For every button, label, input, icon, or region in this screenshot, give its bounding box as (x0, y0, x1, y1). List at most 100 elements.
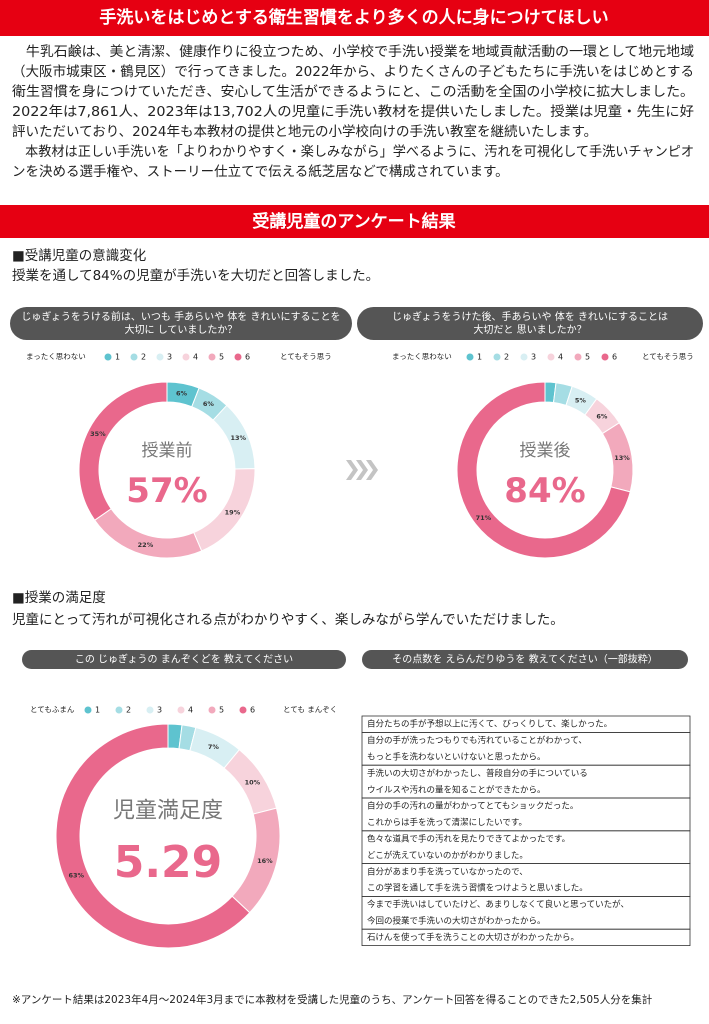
donut-segment (231, 807, 281, 914)
comment-text: この学習を通して手を洗う習慣をつけようと思いました。 (367, 883, 588, 894)
question-text: その点数を えらんだりゆうを 教えてください（一部抜粋） (392, 653, 658, 666)
legend-swatch (115, 706, 123, 714)
segment-label: 13% (230, 434, 246, 442)
comment-text: 今回の授業で手洗いの大切さがわかったから。 (367, 916, 546, 927)
question-text: 大切に していましたか？ (125, 323, 238, 336)
legend-label: 3 (157, 706, 162, 715)
legend-label: 5 (219, 353, 224, 362)
legend-low: まったく思わない (26, 352, 86, 361)
comment-text: どこが洗えていないのかがわかりました。 (367, 850, 528, 861)
comment-text: 手洗いの大切さがわかったし、普段自分の手についている (367, 768, 588, 779)
legend-swatch (156, 353, 164, 361)
center-value: 5.29 (114, 837, 223, 888)
legend-swatch (493, 353, 501, 361)
section-title: 受講児童のアンケート結果 (252, 211, 455, 232)
comment-text: 石けんを使って手を洗うことの大切さがわかったから。 (367, 932, 579, 943)
comment-text: 自分たちの手が予想以上に汚くて、びっくりして、楽しかった。 (367, 719, 612, 730)
legend-label: 4 (193, 353, 198, 362)
segment-label: 13% (614, 454, 630, 462)
center-value: 84% (504, 471, 585, 511)
legend-swatch (208, 353, 216, 361)
segment-label: 63% (68, 872, 84, 880)
legend-swatch (574, 353, 582, 361)
segment-label: 19% (225, 508, 241, 516)
legend-swatch (130, 353, 138, 361)
footnote: ※アンケート結果は2023年4月～2024年3月までに本教材を受講した児童のうち… (12, 993, 653, 1006)
awareness-heading: ■受講児童の意識変化 (12, 247, 146, 264)
legend-label: 3 (167, 353, 172, 362)
question-text: じゅぎょうをうけた後、手あらいや 体を きれいにすることは (392, 310, 668, 323)
comment-text: もっと手を洗わないといけないと思ったから。 (367, 752, 546, 763)
question-pill (10, 307, 352, 340)
question-pill (22, 650, 346, 669)
legend-label: 6 (245, 353, 250, 362)
legend-label: 6 (612, 353, 617, 362)
legend-swatch (177, 706, 185, 714)
segment-label: 22% (138, 541, 154, 549)
legend-high: とても まんぞく (283, 705, 337, 714)
legend-swatch (104, 353, 112, 361)
comment-text: 自分の手が洗ったつもりでも汚れていることがわかって、 (367, 735, 587, 746)
intro-line: （大阪市城東区・鶴見区）で行ってきました。2022年から、よりたくさんの子どもた… (12, 63, 694, 80)
legend-swatch (182, 353, 190, 361)
legend-label: 2 (504, 353, 509, 362)
legend-swatch (208, 706, 216, 714)
comment-text: 今まで手洗いはしていたけど、あまりしなくて良いと思っていたが、 (367, 899, 629, 910)
donut-segment (78, 381, 168, 521)
segment-label: 6% (203, 400, 215, 408)
legend-label: 2 (141, 353, 146, 362)
segment-label: 10% (245, 778, 261, 786)
legend-swatch (146, 706, 154, 714)
intro-line: 2022年は7,861人、2023年は13,702人の児童に手洗い教材を提供いた… (12, 103, 694, 120)
comment-text: これからは手を洗って清潔にしたいです。 (367, 817, 527, 828)
donut-segment (94, 508, 203, 559)
legend-label: 6 (250, 706, 255, 715)
segment-label: 6% (596, 413, 608, 421)
center-label: 授業後 (520, 441, 571, 461)
segment-label: 71% (476, 514, 492, 522)
comment-text: 自分があまり手を洗っていなかったので、 (367, 866, 528, 877)
legend-label: 2 (126, 706, 131, 715)
legend-low: とてもふまん (30, 705, 75, 714)
arrows (346, 460, 378, 480)
center-label: 児童満足度 (113, 798, 223, 823)
awareness-summary: 授業を通して84%の児童が手洗いを大切だと回答しました。 (12, 267, 379, 284)
intro-line: 本教材は正しい手洗いを「よりわかりやすく・楽しみながら」学べるように、汚れを可視… (12, 144, 694, 160)
satisfaction-summary: 児童にとって汚れが可視化される点がわかりやすく、楽しみながら学んでいただけました… (12, 611, 564, 628)
legend-label: 4 (188, 706, 193, 715)
legend-swatch (601, 353, 609, 361)
comment-cell (361, 928, 691, 947)
segment-label: 35% (90, 430, 106, 438)
comment-text: 色々な道具で手の汚れを見たりできてよかったです。 (367, 834, 570, 845)
segment-label: 5% (575, 397, 587, 405)
question-text: じゅぎょうをうける前は、いつも 手あらいや 体を きれいにすることを (21, 310, 340, 323)
legend-label: 5 (219, 706, 224, 715)
intro-line: 牛乳石鹸は、美と清潔、健康作りに役立つため、小学校で手洗い授業を地域貢献活動の一… (12, 43, 694, 60)
legend-label: 3 (531, 353, 536, 362)
intro-line: 衛生習慣を身につけていただき、安心して生活ができるようにと、この活動を全国の小学… (12, 83, 694, 100)
question-text: この じゅぎょうの まんぞくどを 教えてください (75, 653, 293, 666)
satisfaction-heading: ■授業の満足度 (12, 590, 106, 606)
comment-text: 自分の手の汚れの量がわかってとてもショックだった。 (367, 801, 578, 812)
legend-label: 1 (115, 353, 120, 362)
legend-swatch (84, 706, 92, 714)
question-text: 大切だと 思いましたか？ (473, 323, 586, 336)
comment-text: ウイルスや汚れの量を知ることができたから。 (367, 784, 546, 795)
section-bar (0, 205, 709, 238)
segment-label: 6% (176, 389, 188, 397)
center-value: 57% (126, 471, 207, 511)
legend-swatch (466, 353, 474, 361)
segment-label: 16% (257, 857, 273, 865)
donut-segment (456, 381, 631, 559)
center-label: 授業前 (142, 441, 193, 461)
question-pill (362, 650, 688, 669)
legend-label: 5 (585, 353, 590, 362)
donut-segment (55, 723, 251, 949)
intro-line: ンを決める選手権や、ストーリー仕立てで伝える紙芝居などで構成されています。 (12, 163, 509, 180)
legend-label: 1 (477, 353, 482, 362)
legend-high: とてもそう思う (280, 352, 332, 361)
header-title: 手洗いをはじめとする衛生習慣をより多くの人に身につけてほしい (99, 7, 608, 28)
header-bar (0, 0, 709, 36)
legend-swatch (239, 706, 247, 714)
